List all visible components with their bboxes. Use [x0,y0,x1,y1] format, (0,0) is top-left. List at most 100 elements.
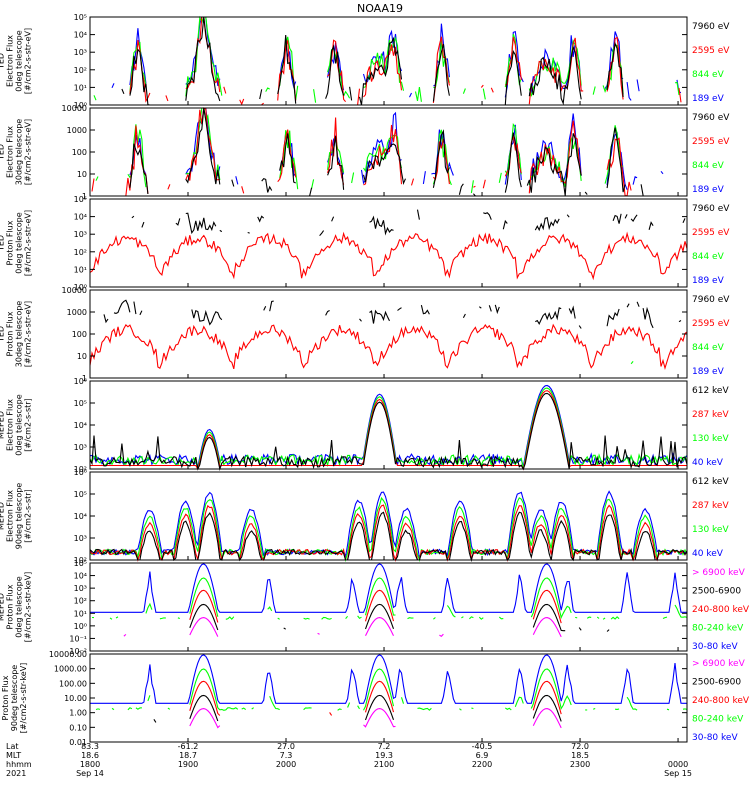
x-axis-tick-label: 27.0 [277,742,295,751]
series-line-7-2 [91,577,688,621]
y-tick-label: 1000 [67,126,87,135]
x-axis-tick-label: Sep 15 [664,769,692,778]
legend-entry: 80-240 keV [692,715,744,725]
y-tick-label: 10¹ [74,609,87,618]
series-line-8-5 [190,709,649,728]
y-tick-label: 10² [74,66,87,75]
x-axis-row-label: MLT [6,751,21,760]
y-axis-label: MEPEDElectron Flux90deg telescope[#/cm2-… [0,483,33,550]
legend-entry: 30-80 keV [692,642,738,652]
series-line-7-1 [90,563,687,613]
legend-entry: 189 eV [692,185,725,195]
chart-title: NOAA19 [357,2,403,15]
panel-1: 10⁰ 10¹ 10² 10³ 10⁴ 10⁵ TEDElectron Flux0deg t… [0,13,730,110]
y-tick-label: 10¹ [74,83,87,92]
y-tick-label: 10⁰ [74,622,87,631]
y-tick-label: 10 [77,170,87,179]
legend-entry: 189 eV [692,276,725,286]
y-tick-label: 10⁶ [74,468,87,477]
y-tick-label: 10⁴ [74,572,87,581]
series-line-5-4 [89,392,688,471]
y-tick-label: 10⁵ [74,195,87,204]
legend-entry: 30-80 keV [692,733,738,743]
legend-entry: 7960 eV [692,295,730,305]
series-line-6-4 [89,511,688,563]
y-tick-label: 10⁴ [74,31,87,40]
x-axis-tick-label: 72.0 [571,742,589,751]
legend-entry: 7960 eV [692,113,730,123]
series-line-7-3 [190,590,647,623]
series-line-4-4 [103,299,682,329]
series-line-3-3 [89,231,688,281]
y-tick-label: 10³ [74,230,87,239]
plot-frame [89,653,688,743]
y-tick-label: 1.00 [69,709,87,718]
y-tick-label: 10³ [74,48,87,57]
panel-3: 10⁰ 10¹ 10² 10³ 10⁴ 10⁵ TEDProton Flux0deg tel… [0,195,730,292]
y-tick-label: 10⁵ [74,490,87,499]
series-line-2-4 [130,108,687,196]
legend-entry: 287 keV [692,501,729,511]
y-tick-label: 0.10 [69,723,87,732]
series-line-8-3 [190,681,647,715]
legend-entry: 2595 eV [692,319,730,329]
x-axis-tick-label: 2100 [374,760,394,769]
y-tick-label: 10000 [62,286,87,295]
legend-entry: 40 keV [692,458,724,468]
legend-entry: 287 keV [692,410,729,420]
panel-6: 10² 10³ 10⁴ 10⁵ 10⁶ MEPEDElectron Flux90deg t… [0,468,729,565]
legend-entry: 2595 eV [692,228,730,238]
y-tick-label: 10⁶ [74,377,87,386]
y-tick-label: 10³ [74,534,87,543]
legend-entry: 130 keV [692,434,729,444]
y-tick-label: 100 [72,330,87,339]
y-tick-label: 10⁻¹ [69,634,87,643]
x-axis-tick-label: -40.5 [472,742,493,751]
y-tick-label: 10⁴ [74,512,87,521]
legend-entry: > 6900 keV [692,659,746,669]
y-axis-label: MEPEDElectron Flux0deg telescope[#/cm2-s… [0,394,33,455]
legend-entry: 240-800 keV [692,605,750,615]
x-axis-tick-label: -61.2 [178,742,199,751]
series-line-8-2 [95,668,688,711]
series-line-6-1 [89,490,688,561]
y-tick-label: 1000.00 [54,665,87,674]
x-axis-tick-label: 18.6 [81,751,99,760]
legend-entry: 189 eV [692,94,725,104]
y-tick-label: 10000.00 [49,650,87,659]
series-line-8-1 [90,654,687,704]
x-axis-tick-label: 6.9 [476,751,489,760]
y-tick-label: 10⁴ [74,213,87,222]
legend-entry: 844 eV [692,252,725,262]
plot-frame [89,16,688,106]
legend-entry: 844 eV [692,343,725,353]
plot-frame [89,289,688,379]
series-line-1-3 [130,17,687,105]
legend-entry: 2595 eV [692,137,730,147]
x-axis-tick-label: 7.2 [378,742,391,751]
y-tick-label: 10 [77,352,87,361]
legend-entry: 240-800 keV [692,696,750,706]
plot-frame [89,198,688,288]
y-axis-label: TEDElectron Flux30deg telescope[#/cm2-s-… [0,119,33,186]
x-axis-tick-label: 2200 [472,760,492,769]
y-tick-label: 0.01 [69,738,87,747]
series-line-7-4 [190,604,667,631]
panel-7: 10⁻² 10⁻¹ 10⁰ 10¹ 10² 10³ 10⁴ 10⁵ MEPEDProton Fl… [0,559,750,656]
y-tick-label: 10⁵ [74,399,87,408]
y-tick-label: 10.00 [64,694,87,703]
legend-entry: 612 keV [692,477,729,487]
y-tick-label: 10² [74,248,87,257]
legend-entry: 2500-6900 [692,678,741,688]
y-tick-label: 1 [82,192,87,201]
x-axis-row-label: 2021 [6,769,26,778]
x-axis-row-label: Lat [6,742,19,751]
x-axis-tick-label: Sep 14 [76,769,104,778]
x-axis-tick-label: 2300 [570,760,590,769]
y-tick-label: 1000 [67,308,87,317]
x-axis-tick-label: 19.3 [375,751,393,760]
panel-4: 1 10 100 1000 10000 TEDProton Flux30deg teles… [0,286,730,383]
legend-entry: 189 eV [692,367,725,377]
panels: 10⁰ 10¹ 10² 10³ 10⁴ 10⁵ TEDElectron Flux0deg t… [0,13,750,747]
